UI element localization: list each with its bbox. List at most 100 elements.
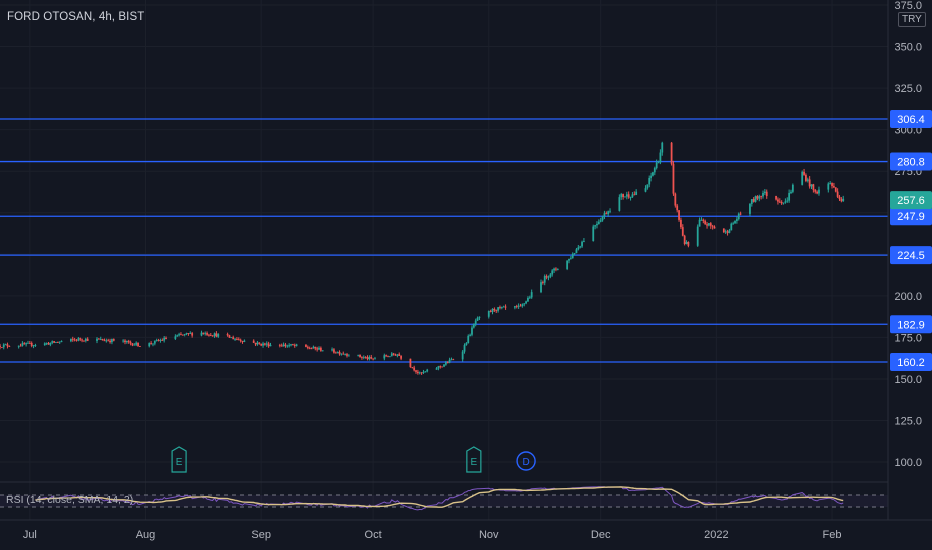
candle-body[interactable] [609,210,611,212]
candle-body[interactable] [680,219,682,228]
candle-body[interactable] [148,343,151,347]
candle-body[interactable] [758,196,761,199]
candle-body[interactable] [625,194,628,197]
candle-body[interactable] [734,221,736,224]
candle-body[interactable] [687,242,690,246]
candle-body[interactable] [189,333,192,334]
symbol-title[interactable]: FORD OTOSAN, 4h, BIST [7,11,145,23]
candle-body[interactable] [495,310,498,312]
candle-body[interactable] [288,345,291,347]
candle-body[interactable] [306,346,309,348]
candle-body[interactable] [441,366,444,368]
candle-body[interactable] [346,354,348,356]
candle-body[interactable] [308,347,311,349]
candle-body[interactable] [549,274,552,277]
candle-body[interactable] [605,213,608,215]
candle-body[interactable] [185,333,188,335]
candle-body[interactable] [49,342,52,345]
candle-body[interactable] [426,369,429,372]
candle-body[interactable] [206,333,208,335]
candle-body[interactable] [702,219,705,221]
candle-body[interactable] [152,343,154,345]
candle-body[interactable] [286,345,289,347]
candle-body[interactable] [500,307,503,309]
candle-body[interactable] [583,241,585,242]
candle-body[interactable] [801,171,804,185]
candle-body[interactable] [56,342,59,343]
candle-body[interactable] [750,199,753,204]
candle-body[interactable] [28,342,31,344]
candle-body[interactable] [267,343,270,347]
candle-body[interactable] [25,343,28,345]
candle-body[interactable] [659,152,662,163]
candle-body[interactable] [683,235,686,244]
candle-body[interactable] [803,171,805,175]
rsi-sma-line[interactable] [35,486,844,508]
candle-body[interactable] [448,359,451,363]
candle-body[interactable] [264,343,266,345]
candle-body[interactable] [735,219,738,222]
candle-body[interactable] [230,337,233,339]
candle-body[interactable] [842,198,845,202]
candle-body[interactable] [652,172,654,176]
candle-body[interactable] [752,199,755,202]
candle-body[interactable] [806,179,809,181]
candle-body[interactable] [446,362,449,364]
candle-body[interactable] [124,340,126,343]
candle-body[interactable] [215,333,218,337]
candle-body[interactable] [739,213,742,215]
candle-body[interactable] [226,334,229,336]
candle-body[interactable] [648,177,651,185]
candle-body[interactable] [543,276,546,283]
candle-body[interactable] [437,366,440,369]
candle-body[interactable] [122,340,125,342]
candle-body[interactable] [368,357,371,360]
candle-body[interactable] [629,197,632,199]
candle-body[interactable] [420,372,423,374]
candle-body[interactable] [814,189,817,192]
candle-body[interactable] [79,338,82,340]
candle-body[interactable] [646,184,649,189]
candle-body[interactable] [523,303,526,305]
candle-body[interactable] [756,196,759,199]
candle-body[interactable] [681,227,684,236]
candle-body[interactable] [2,344,5,348]
candle-body[interactable] [340,353,343,355]
candle-body[interactable] [105,340,108,342]
candle-body[interactable] [319,347,322,351]
candle-body[interactable] [463,345,466,352]
candle-body[interactable] [471,327,473,335]
candle-body[interactable] [86,338,89,341]
candle-body[interactable] [361,357,363,358]
candle-body[interactable] [252,340,255,343]
candle-body[interactable] [573,253,576,254]
candle-body[interactable] [21,343,24,346]
dividend-marker[interactable]: D [516,451,536,471]
candle-body[interactable] [452,359,455,361]
candle-body[interactable] [706,224,708,226]
candle-body[interactable] [53,341,56,343]
candle-body[interactable] [627,194,630,198]
candle-body[interactable] [71,338,74,340]
candle-body[interactable] [670,142,673,164]
candle-body[interactable] [540,282,542,293]
candle-body[interactable] [305,344,307,347]
candle-body[interactable] [439,366,442,368]
candle-body[interactable] [653,168,656,173]
candle-body[interactable] [551,270,554,275]
candle-body[interactable] [709,223,712,226]
candle-body[interactable] [0,345,1,348]
candle-body[interactable] [97,338,100,340]
candle-body[interactable] [45,343,48,344]
candle-body[interactable] [467,335,470,344]
candle-body[interactable] [366,357,369,360]
candle-body[interactable] [342,353,345,355]
candle-body[interactable] [107,340,110,342]
candle-body[interactable] [435,368,438,370]
candle-body[interactable] [163,337,166,341]
candle-body[interactable] [790,191,792,193]
candle-body[interactable] [499,307,501,308]
candle-body[interactable] [411,367,414,368]
candle-body[interactable] [237,339,240,341]
